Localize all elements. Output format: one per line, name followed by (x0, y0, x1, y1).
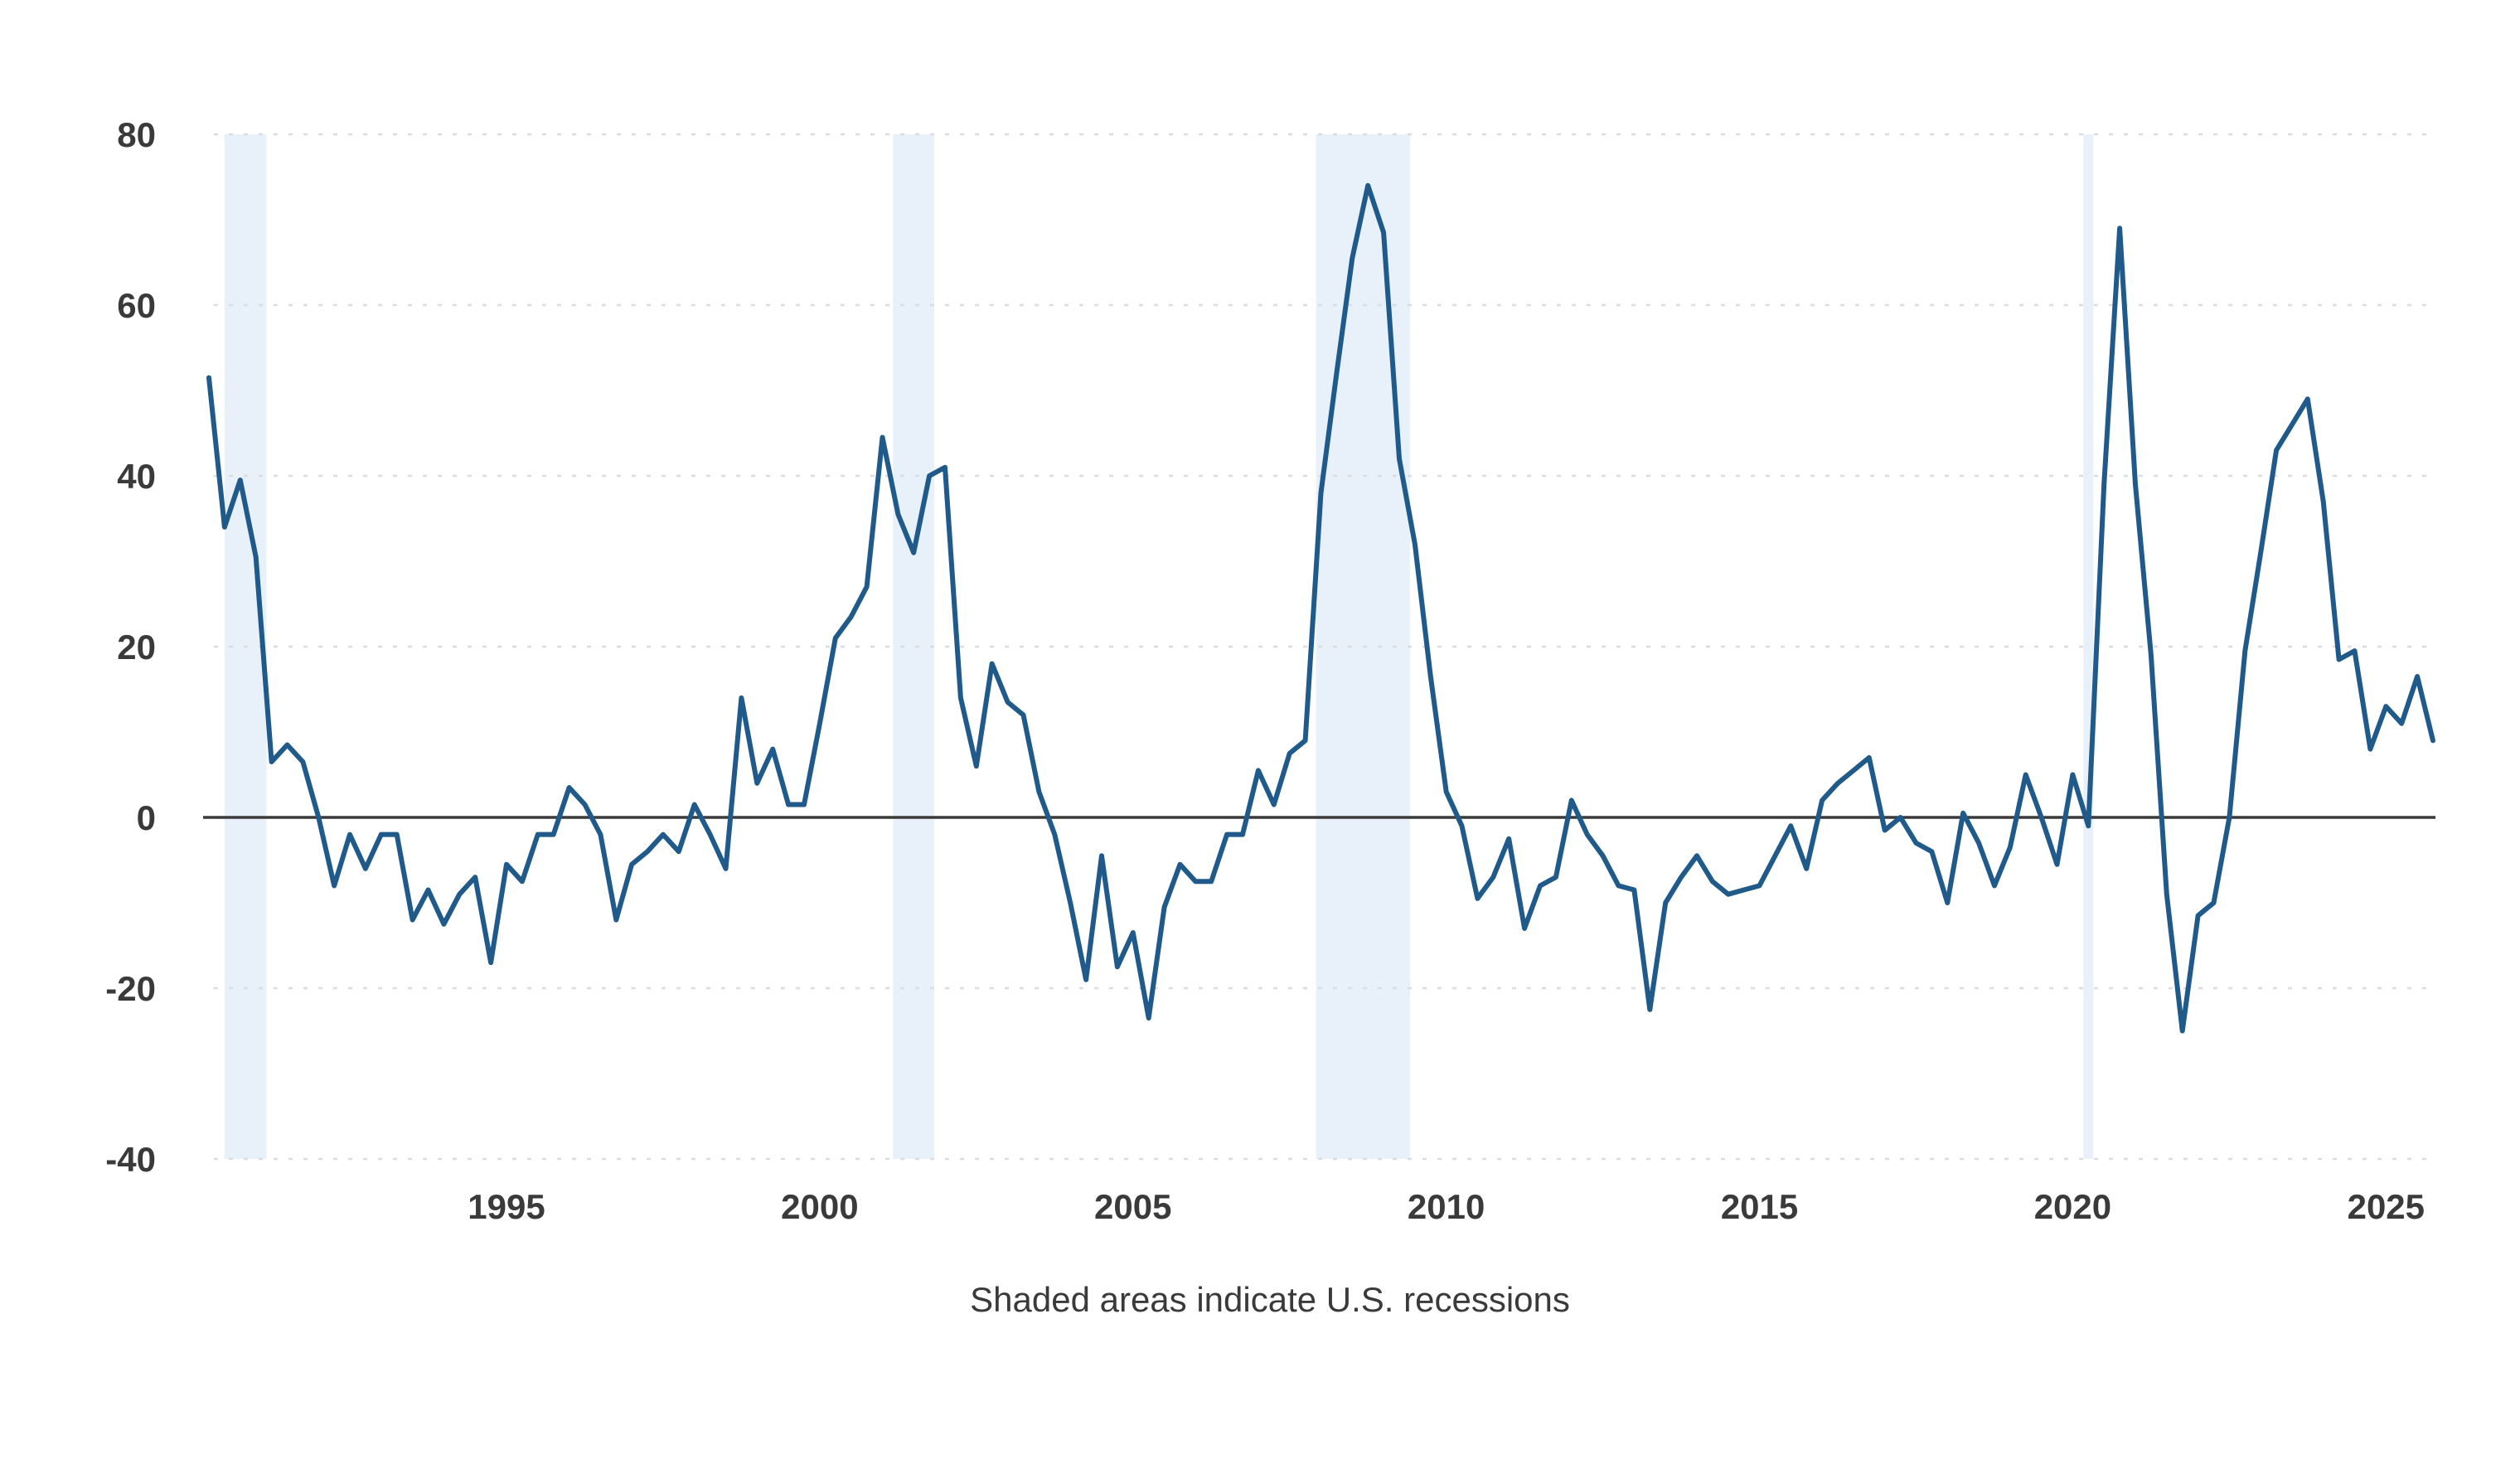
x-tick-label-2015: 2015 (1721, 1187, 1798, 1226)
recession-band-2 (893, 134, 935, 1159)
x-tick-label-2005: 2005 (1094, 1187, 1171, 1226)
series-line (206, 182, 2435, 1034)
recession-note: Shaded areas indicate U.S. recessions (970, 1280, 1570, 1319)
y-tick-label-60: 60 (117, 286, 156, 325)
x-tick-label-2020: 2020 (2034, 1187, 2111, 1226)
x-tick-label-2010: 2010 (1408, 1187, 1485, 1226)
x-axis-ticks: 1995 2000 2005 2010 2015 2020 2025 (468, 1187, 2425, 1226)
recession-band-4 (2083, 134, 2094, 1159)
series-1-line (206, 182, 2435, 1034)
y-tick-label-40: 40 (117, 457, 156, 496)
x-tick-label-1995: 1995 (468, 1187, 545, 1226)
y-tick-label-20: 20 (117, 628, 156, 667)
y-tick-label--20: -20 (105, 969, 156, 1008)
y-tick-label--40: -40 (105, 1140, 156, 1179)
y-axis-ticks: -40 -20 0 20 40 60 80 (105, 115, 156, 1179)
y-tick-label-0: 0 (137, 798, 156, 837)
y-tick-label-80: 80 (117, 115, 156, 154)
x-tick-label-2025: 2025 (2348, 1187, 2425, 1226)
x-tick-label-2000: 2000 (781, 1187, 858, 1226)
